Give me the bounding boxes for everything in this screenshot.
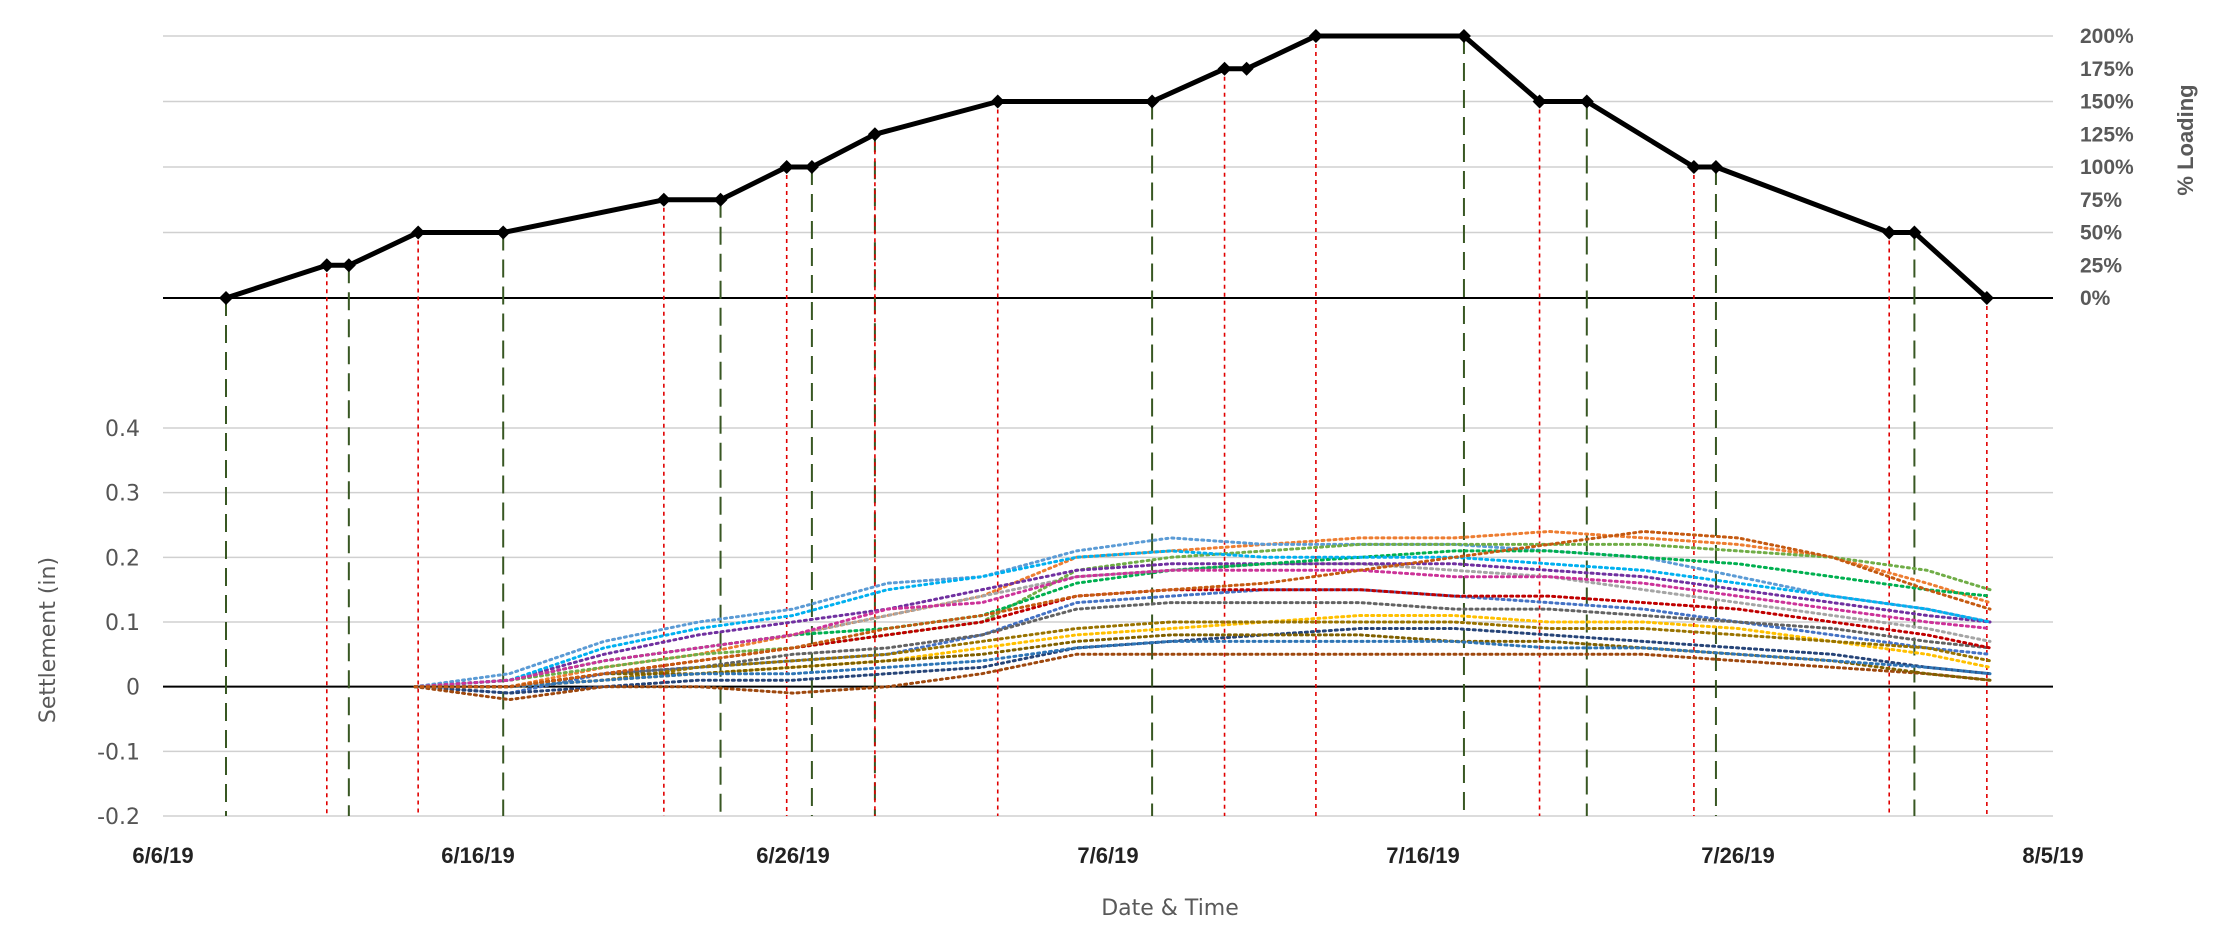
loading-point	[713, 192, 728, 207]
loading-tick-label: 150%	[2080, 91, 2134, 114]
loading-series-group	[219, 29, 1994, 305]
settlement-tick-label: -0.2	[97, 805, 140, 830]
loading-point	[341, 258, 356, 273]
loading-point	[656, 192, 671, 207]
loading-tick-label: 125%	[2080, 123, 2134, 146]
loading-point	[319, 258, 334, 273]
loading-point	[1456, 29, 1471, 43]
settlement-tick-label: 0	[126, 676, 140, 701]
loading-point	[1579, 94, 1594, 109]
settlement-series-line	[413, 652, 1992, 702]
loading-tick-label: 25%	[2080, 254, 2122, 277]
settlement-series-line	[413, 620, 1992, 689]
settlement-tick-label: 0.2	[105, 546, 140, 571]
loading-point	[411, 225, 426, 240]
date-axis-title: Date & Time	[1101, 896, 1239, 921]
settlement-series-line	[413, 529, 1992, 689]
loading-point	[1532, 94, 1547, 109]
loading-axis-title: % Loading	[2173, 84, 2198, 195]
loading-point	[1882, 225, 1897, 240]
loading-point	[990, 94, 1005, 109]
loading-point	[779, 160, 794, 174]
load-step-markers	[225, 36, 1988, 816]
settlement-series-line	[413, 568, 1992, 689]
date-tick-label: 6/26/19	[756, 843, 829, 868]
date-tick-label: 6/6/19	[132, 843, 193, 868]
settlement-series-line	[413, 633, 1992, 689]
date-tick-label: 7/16/19	[1386, 843, 1459, 868]
settlement-series-line	[413, 601, 1992, 689]
loading-point	[219, 291, 233, 305]
date-tick-label: 6/16/19	[441, 843, 514, 868]
settlement-tick-label: -0.1	[97, 740, 140, 765]
settlement-series-line	[413, 614, 1992, 689]
settlement-axis-title: Settlement (in)	[36, 557, 61, 723]
loading-point	[1708, 160, 1723, 174]
loading-tick-label: 175%	[2080, 58, 2134, 81]
loading-point	[1686, 160, 1701, 174]
loading-gridlines	[163, 35, 2053, 299]
settlement-series-line	[413, 627, 1992, 695]
date-tick-label: 7/26/19	[1701, 843, 1774, 868]
loading-point	[1217, 61, 1232, 76]
loading-point	[496, 225, 511, 240]
settlement-series-group	[413, 529, 1992, 702]
settlement-tick-label: 0.3	[105, 482, 140, 507]
tick-labels: 0% 25% 50% 75% 100% 125% 150% 175% 200% 0.4 0.3 0.2…	[97, 25, 2134, 868]
loading-tick-label: 0%	[2080, 287, 2111, 310]
date-tick-label: 7/6/19	[1077, 843, 1138, 868]
loading-point	[804, 160, 819, 174]
settlement-tick-label: 0.1	[105, 611, 140, 636]
loading-tick-label: 75%	[2080, 189, 2122, 212]
settlement-series-line	[413, 536, 1992, 689]
loading-point	[1239, 61, 1254, 76]
settlement-tick-label: 0.4	[105, 417, 140, 442]
loading-point	[1308, 29, 1323, 43]
loading-tick-label: 200%	[2080, 25, 2134, 48]
date-tick-label: 8/5/19	[2022, 843, 2083, 868]
loading-point	[867, 127, 882, 142]
loading-tick-label: 50%	[2080, 222, 2122, 245]
settlement-series-line	[413, 549, 1992, 689]
settlement-series-line	[413, 562, 1992, 689]
loading-point	[1907, 225, 1922, 240]
loading-tick-label: 100%	[2080, 156, 2134, 179]
loading-point	[1145, 94, 1160, 109]
settlement-series-line	[413, 639, 1992, 689]
loading-point	[1979, 291, 1994, 305]
settlement-gridlines	[163, 427, 2053, 817]
